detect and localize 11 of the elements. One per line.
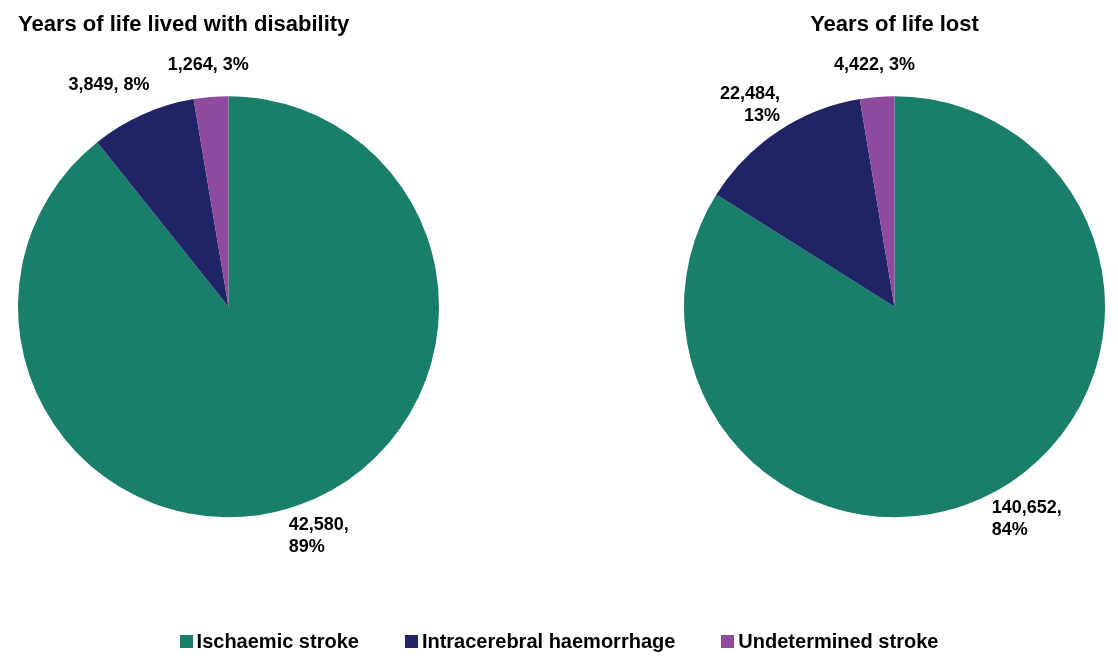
chart-title: Years of life lived with disability [18, 11, 351, 37]
legend-label: Undetermined stroke [738, 630, 939, 653]
legend-label: Intracerebral haemorrhage [421, 630, 676, 653]
legend-label: Ischaemic stroke [196, 630, 359, 653]
chart-title: Years of life lost [810, 11, 980, 37]
data-label: 3,849, 8% [68, 74, 150, 95]
data-label: 1,264, 3% [167, 54, 249, 75]
data-label: 140,652, 84% [991, 496, 1062, 539]
data-label: 4,422, 3% [833, 54, 915, 74]
data-label: 22,484, 13% [720, 82, 781, 125]
data-label: 42,580, 89% [288, 513, 349, 556]
